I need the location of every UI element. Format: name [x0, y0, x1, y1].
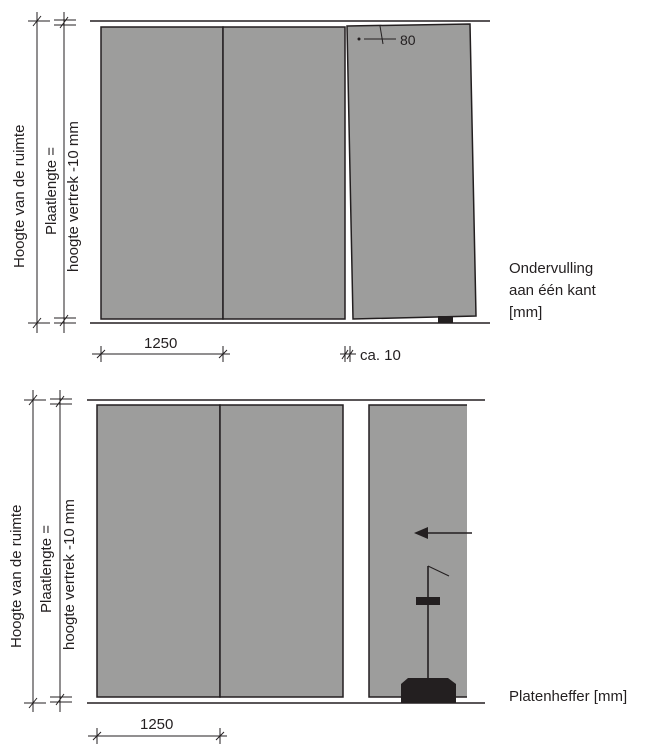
top-note-line-1: Ondervulling — [509, 260, 593, 277]
bottom-plate-length-label-2: hoogte vertrek -10 mm — [61, 499, 78, 650]
top-note-line-2: aan één kant — [509, 282, 597, 299]
top-offset-label: 80 — [400, 32, 416, 48]
top-panel-1 — [100, 26, 224, 320]
bottom-arrow-head — [414, 527, 428, 539]
top-diagram: 80 Hoogte van de ruimte Plaatlengte = ho… — [11, 12, 597, 364]
bottom-note: Platenheffer [mm] — [509, 688, 627, 705]
bottom-room-height-label: Hoogte van de ruimte — [8, 505, 25, 648]
top-shim — [438, 316, 453, 323]
top-plate-length-label-2: hoogte vertrek -10 mm — [65, 121, 82, 272]
top-panel-2 — [222, 26, 346, 320]
top-gap-label: ca. 10 — [360, 347, 401, 364]
top-offset-tick — [379, 25, 384, 45]
top-offset-dot — [357, 37, 361, 41]
bottom-plate-length-label-1: Plaatlengte = — [38, 525, 55, 613]
top-panel-width-label: 1250 — [144, 335, 177, 352]
top-room-height-label: Hoogte van de ruimte — [11, 125, 28, 268]
bottom-panel-lifted — [368, 404, 467, 698]
plate-lifter — [401, 565, 456, 703]
bottom-panel-2 — [219, 404, 344, 698]
top-plate-length-label-1: Plaatlengte = — [43, 147, 60, 235]
bottom-panel-1 — [96, 404, 221, 698]
top-note-line-3: [mm] — [509, 304, 542, 321]
bottom-diagram: Hoogte van de ruimte Plaatlengte = hoogt… — [8, 390, 627, 744]
bottom-panel-width-label: 1250 — [140, 716, 173, 733]
top-panel-tilted — [346, 23, 477, 320]
